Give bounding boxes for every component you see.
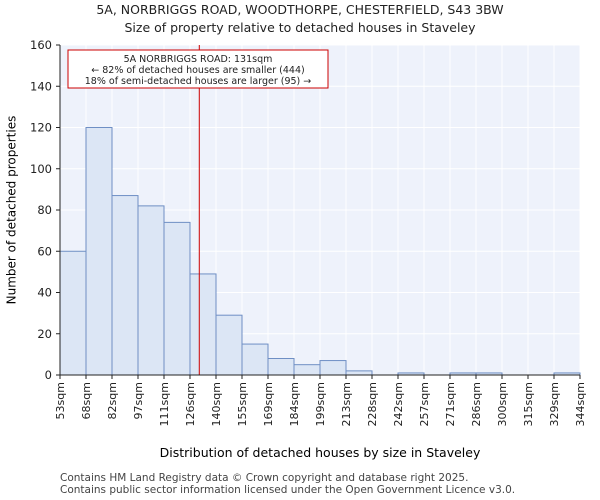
x-tick-label-228sqm: 228sqm [366, 382, 379, 426]
y-tick-label-140: 140 [30, 79, 52, 93]
x-tick-label-111sqm: 111sqm [158, 382, 171, 426]
x-tick-label-271sqm: 271sqm [444, 382, 457, 426]
x-tick-labels: 53sqm 68sqm 82sqm 97sqm 111sqm 126sqm 140sqm 15… [54, 375, 587, 426]
y-tick-label-20: 20 [37, 327, 52, 341]
y-tick-label-160: 160 [30, 38, 52, 52]
x-tick-label-140sqm: 140sqm [210, 382, 223, 426]
x-tick-label-53sqm: 53sqm [54, 382, 67, 419]
x-axis-label: Distribution of detached houses by size … [160, 445, 481, 460]
bar-199sqm [319, 360, 347, 376]
bar-140sqm [215, 314, 243, 376]
bar-68sqm [85, 127, 113, 376]
y-tick-label-80: 80 [37, 203, 52, 217]
x-tick-label-286sqm: 286sqm [470, 382, 483, 426]
y-tick-label-60: 60 [37, 244, 52, 258]
x-tick-label-257sqm: 257sqm [418, 382, 431, 426]
x-tick-label-329sqm: 329sqm [548, 382, 561, 426]
x-tick-label-82sqm: 82sqm [106, 382, 119, 419]
x-tick-label-184sqm: 184sqm [288, 382, 301, 426]
annotation-line-3: 18% of semi-detached houses are larger (… [85, 76, 312, 87]
bar-53sqm [59, 250, 87, 376]
x-tick-label-126sqm: 126sqm [184, 382, 197, 426]
bar-82sqm [111, 195, 139, 376]
bar-213sqm [345, 370, 373, 376]
x-tick-label-199sqm: 199sqm [314, 382, 327, 426]
x-tick-label-97sqm: 97sqm [132, 382, 145, 419]
footer-line-2: Contains public sector information licen… [60, 484, 516, 496]
x-tick-label-169sqm: 169sqm [262, 382, 275, 426]
y-tick-label-40: 40 [37, 286, 52, 300]
y-tick-label-120: 120 [30, 121, 52, 135]
y-axis-label: Number of detached properties [5, 116, 19, 305]
bar-111sqm [163, 221, 191, 376]
annotation-frame [67, 49, 329, 89]
x-tick-label-300sqm: 300sqm [496, 382, 509, 426]
annotation-line-2: ← 82% of detached houses are smaller (44… [91, 65, 304, 76]
x-tick-label-155sqm: 155sqm [236, 382, 249, 426]
bar-126sqm [189, 273, 217, 376]
bar-155sqm [241, 343, 269, 376]
annotation-line-1: 5A NORBRIGGS ROAD: 131sqm [124, 54, 273, 65]
y-tick-labels: 0 20 40 60 80 100 120 140 160 [30, 38, 60, 382]
chart-title-address: 5A, NORBRIGGS ROAD, WOODTHORPE, CHESTERF… [96, 2, 504, 17]
bar-97sqm [137, 205, 165, 376]
bar-184sqm [293, 364, 321, 376]
x-tick-label-68sqm: 68sqm [80, 382, 93, 419]
y-tick-label-100: 100 [30, 162, 52, 176]
x-tick-label-344sqm: 344sqm [574, 382, 587, 426]
x-tick-label-315sqm: 315sqm [522, 382, 535, 426]
bars [59, 127, 581, 376]
x-tick-label-213sqm: 213sqm [340, 382, 353, 426]
y-tick-label-0: 0 [45, 368, 52, 382]
footer-line-1: Contains HM Land Registry data © Crown c… [60, 472, 469, 484]
chart-title-subtitle: Size of property relative to detached ho… [124, 20, 476, 35]
annotation-box: 5A NORBRIGGS ROAD: 131sqm ← 82% of detac… [67, 49, 329, 89]
bar-169sqm [267, 358, 295, 376]
x-tick-label-242sqm: 242sqm [392, 382, 405, 426]
